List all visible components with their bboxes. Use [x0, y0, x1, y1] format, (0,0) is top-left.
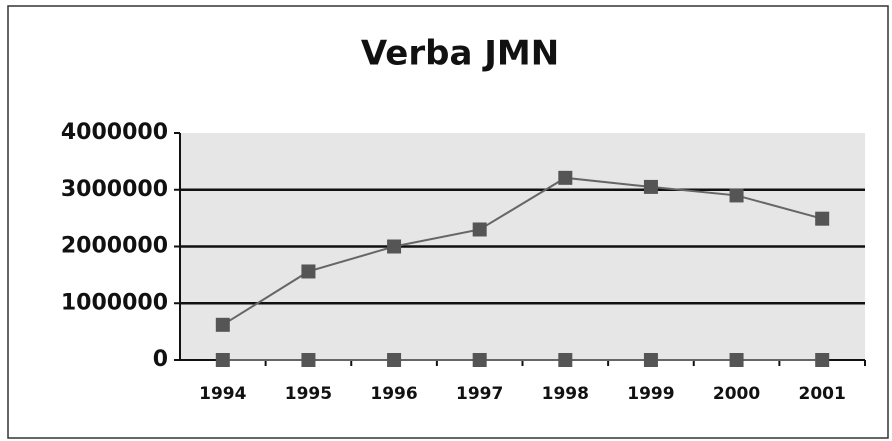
point-marker [301, 264, 316, 279]
point-marker [643, 179, 658, 194]
x-tick-label: 1995 [285, 384, 332, 404]
point-marker [215, 353, 230, 367]
point-marker [643, 353, 658, 367]
point-marker [558, 353, 573, 367]
x-tick-label: 1999 [627, 384, 674, 404]
y-tick-label: 3000000 [61, 177, 168, 202]
point-marker [729, 188, 744, 203]
x-tick-label: 1997 [456, 384, 503, 404]
y-tick-label: 0 [153, 347, 168, 372]
y-tick-label: 4000000 [61, 120, 168, 145]
y-tick-label: 1000000 [61, 290, 168, 315]
x-tick-label: 1994 [199, 384, 246, 404]
point-marker [729, 353, 744, 367]
series-line [222, 176, 823, 326]
point-marker [815, 353, 830, 367]
point-marker [301, 353, 316, 367]
point-marker [472, 353, 487, 367]
point-marker [215, 317, 230, 332]
point-marker [387, 353, 402, 367]
x-tick-label: 1998 [542, 384, 589, 404]
point-marker [815, 211, 830, 226]
x-tick-label: 1996 [370, 384, 417, 404]
point-marker [558, 170, 573, 185]
point-marker [472, 222, 487, 237]
x-tick-label: 2001 [799, 384, 846, 404]
y-tick-label: 2000000 [61, 234, 168, 259]
point-marker [387, 239, 402, 254]
x-tick-label: 2000 [713, 384, 760, 404]
chart-title: Verba JMN [361, 34, 559, 74]
